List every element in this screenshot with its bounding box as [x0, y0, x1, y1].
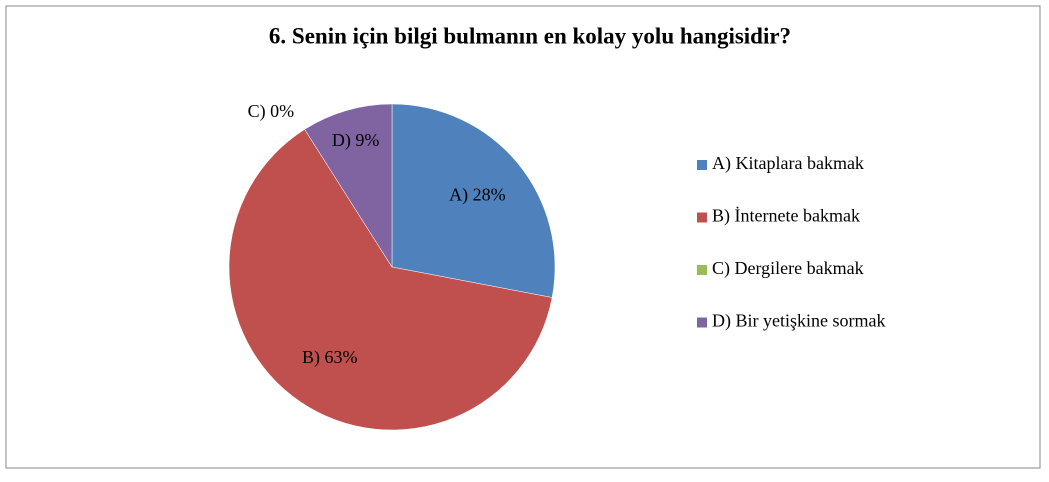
legend-label: A) Kitaplara bakmak [712, 153, 864, 174]
data-label: B) 63% [302, 347, 358, 368]
legend-swatch [697, 317, 707, 328]
legend-swatch [697, 265, 707, 275]
legend-swatch [697, 212, 707, 223]
legend-label: D) Bir yetişkine sormak [712, 311, 885, 332]
data-label: D) 9% [332, 130, 380, 151]
data-label: C) 0% [248, 101, 295, 122]
chart-title: 6. Senin için bilgi bulmanın en kolay yo… [269, 23, 791, 48]
legend-label: B) İnternete bakmak [712, 206, 860, 227]
data-label: A) 28% [449, 184, 506, 205]
pie-slice [228, 129, 553, 431]
legend-label: C) Dergilere bakmak [712, 258, 864, 279]
pie-slice [391, 103, 556, 298]
legend-swatch [697, 160, 707, 170]
pie-slice [304, 103, 393, 268]
